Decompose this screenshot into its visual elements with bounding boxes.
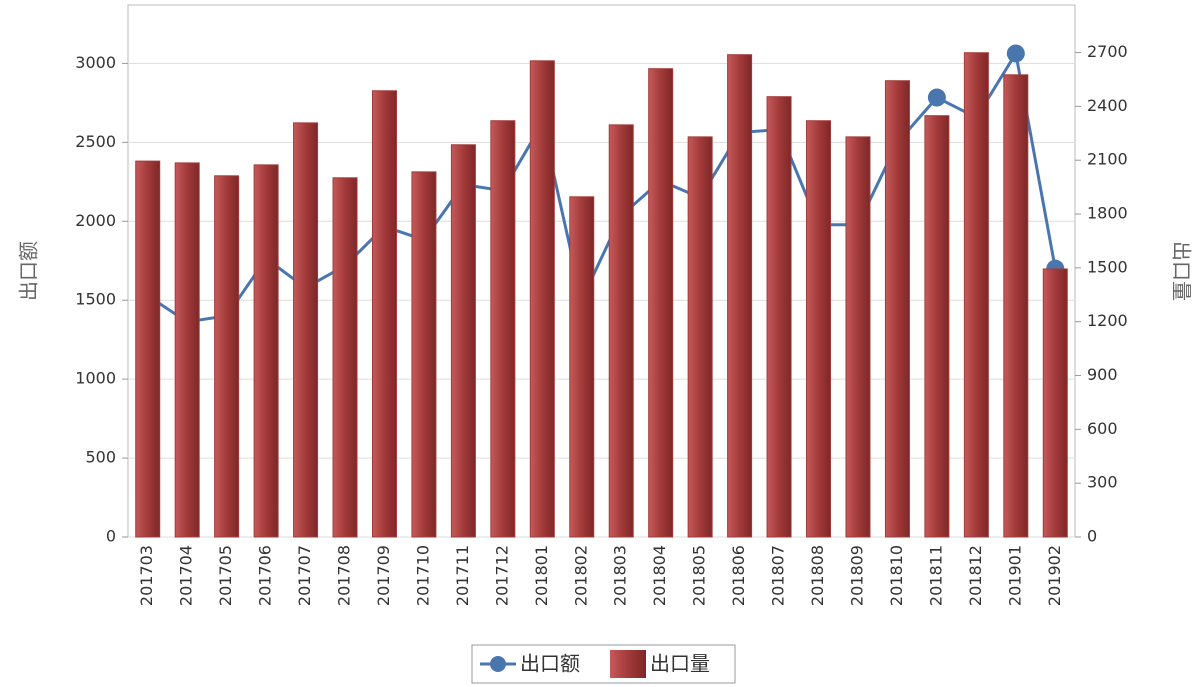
bar <box>411 171 437 538</box>
y-tick-label: 500 <box>85 448 116 467</box>
bar <box>371 90 397 538</box>
line-marker <box>927 88 946 107</box>
y2-tick-label: 1200 <box>1087 311 1128 330</box>
x-tick-label: 201704 <box>177 545 196 606</box>
legend-swatch <box>610 650 646 678</box>
x-tick-label: 201710 <box>413 545 432 606</box>
bar <box>253 164 279 538</box>
x-tick-label: 201902 <box>1045 545 1064 606</box>
x-tick-label: 201806 <box>729 545 748 606</box>
x-tick-label: 201703 <box>137 545 156 606</box>
x-tick-label: 201708 <box>335 545 354 606</box>
x-tick-label: 201706 <box>256 545 275 606</box>
bar <box>687 136 713 538</box>
y2-tick-label: 1500 <box>1087 257 1128 276</box>
y-tick-label: 1500 <box>75 290 116 309</box>
plot-area <box>127 4 1076 538</box>
y-tick-label: 2000 <box>75 211 116 230</box>
bar <box>648 68 674 538</box>
bar <box>174 162 200 538</box>
y-axis-title: 出口额 <box>17 241 41 301</box>
x-tick-label: 201711 <box>453 545 472 606</box>
bar <box>490 120 516 538</box>
bar <box>884 80 910 538</box>
x-tick-label: 201812 <box>966 545 985 606</box>
bar <box>727 54 753 538</box>
bar <box>845 136 871 538</box>
y2-tick-label: 900 <box>1087 365 1118 384</box>
x-tick-label: 201805 <box>690 545 709 606</box>
y-tick-label: 0 <box>106 527 116 546</box>
x-tick-label: 201709 <box>374 545 393 606</box>
x-tick-label: 201901 <box>1005 545 1024 606</box>
bar <box>135 160 161 538</box>
y2-tick-label: 600 <box>1087 419 1118 438</box>
x-tick-label: 201801 <box>532 545 551 606</box>
y2-tick-label: 300 <box>1087 473 1118 492</box>
bar <box>924 115 950 538</box>
bar <box>1042 268 1068 538</box>
x-tick-label: 201808 <box>808 545 827 606</box>
x-tick-label: 201803 <box>611 545 630 606</box>
bar <box>1003 74 1029 538</box>
x-tick-label: 201804 <box>650 545 669 606</box>
line-marker <box>1006 44 1025 63</box>
y2-tick-label: 1800 <box>1087 204 1128 223</box>
legend-label: 出口额 <box>520 652 580 676</box>
y-tick-label: 1000 <box>75 369 116 388</box>
x-tick-label: 201810 <box>887 545 906 606</box>
y2-tick-label: 0 <box>1087 527 1097 546</box>
y2-axis-title: 出口量 <box>1170 241 1194 301</box>
legend-swatch <box>490 656 506 672</box>
bar <box>214 175 240 538</box>
y-tick-label: 2500 <box>75 132 116 151</box>
bar <box>608 124 634 538</box>
x-tick-label: 201707 <box>295 545 314 606</box>
x-tick-label: 201807 <box>769 545 788 606</box>
bar <box>529 60 555 538</box>
bar <box>293 122 319 538</box>
y-tick-label: 3000 <box>75 53 116 72</box>
x-tick-label: 201712 <box>492 545 511 606</box>
x-tick-label: 201811 <box>926 545 945 606</box>
x-tick-label: 201802 <box>571 545 590 606</box>
bar <box>569 196 595 538</box>
bar <box>963 52 989 538</box>
bar <box>332 177 358 538</box>
x-tick-label: 201809 <box>847 545 866 606</box>
y2-tick-label: 2700 <box>1087 42 1128 61</box>
bar <box>806 120 832 538</box>
y2-tick-label: 2100 <box>1087 150 1128 169</box>
bar <box>450 144 476 538</box>
x-tick-label: 201705 <box>216 545 235 606</box>
bar <box>766 96 792 538</box>
legend-label: 出口量 <box>650 652 710 676</box>
y2-tick-label: 2400 <box>1087 96 1128 115</box>
